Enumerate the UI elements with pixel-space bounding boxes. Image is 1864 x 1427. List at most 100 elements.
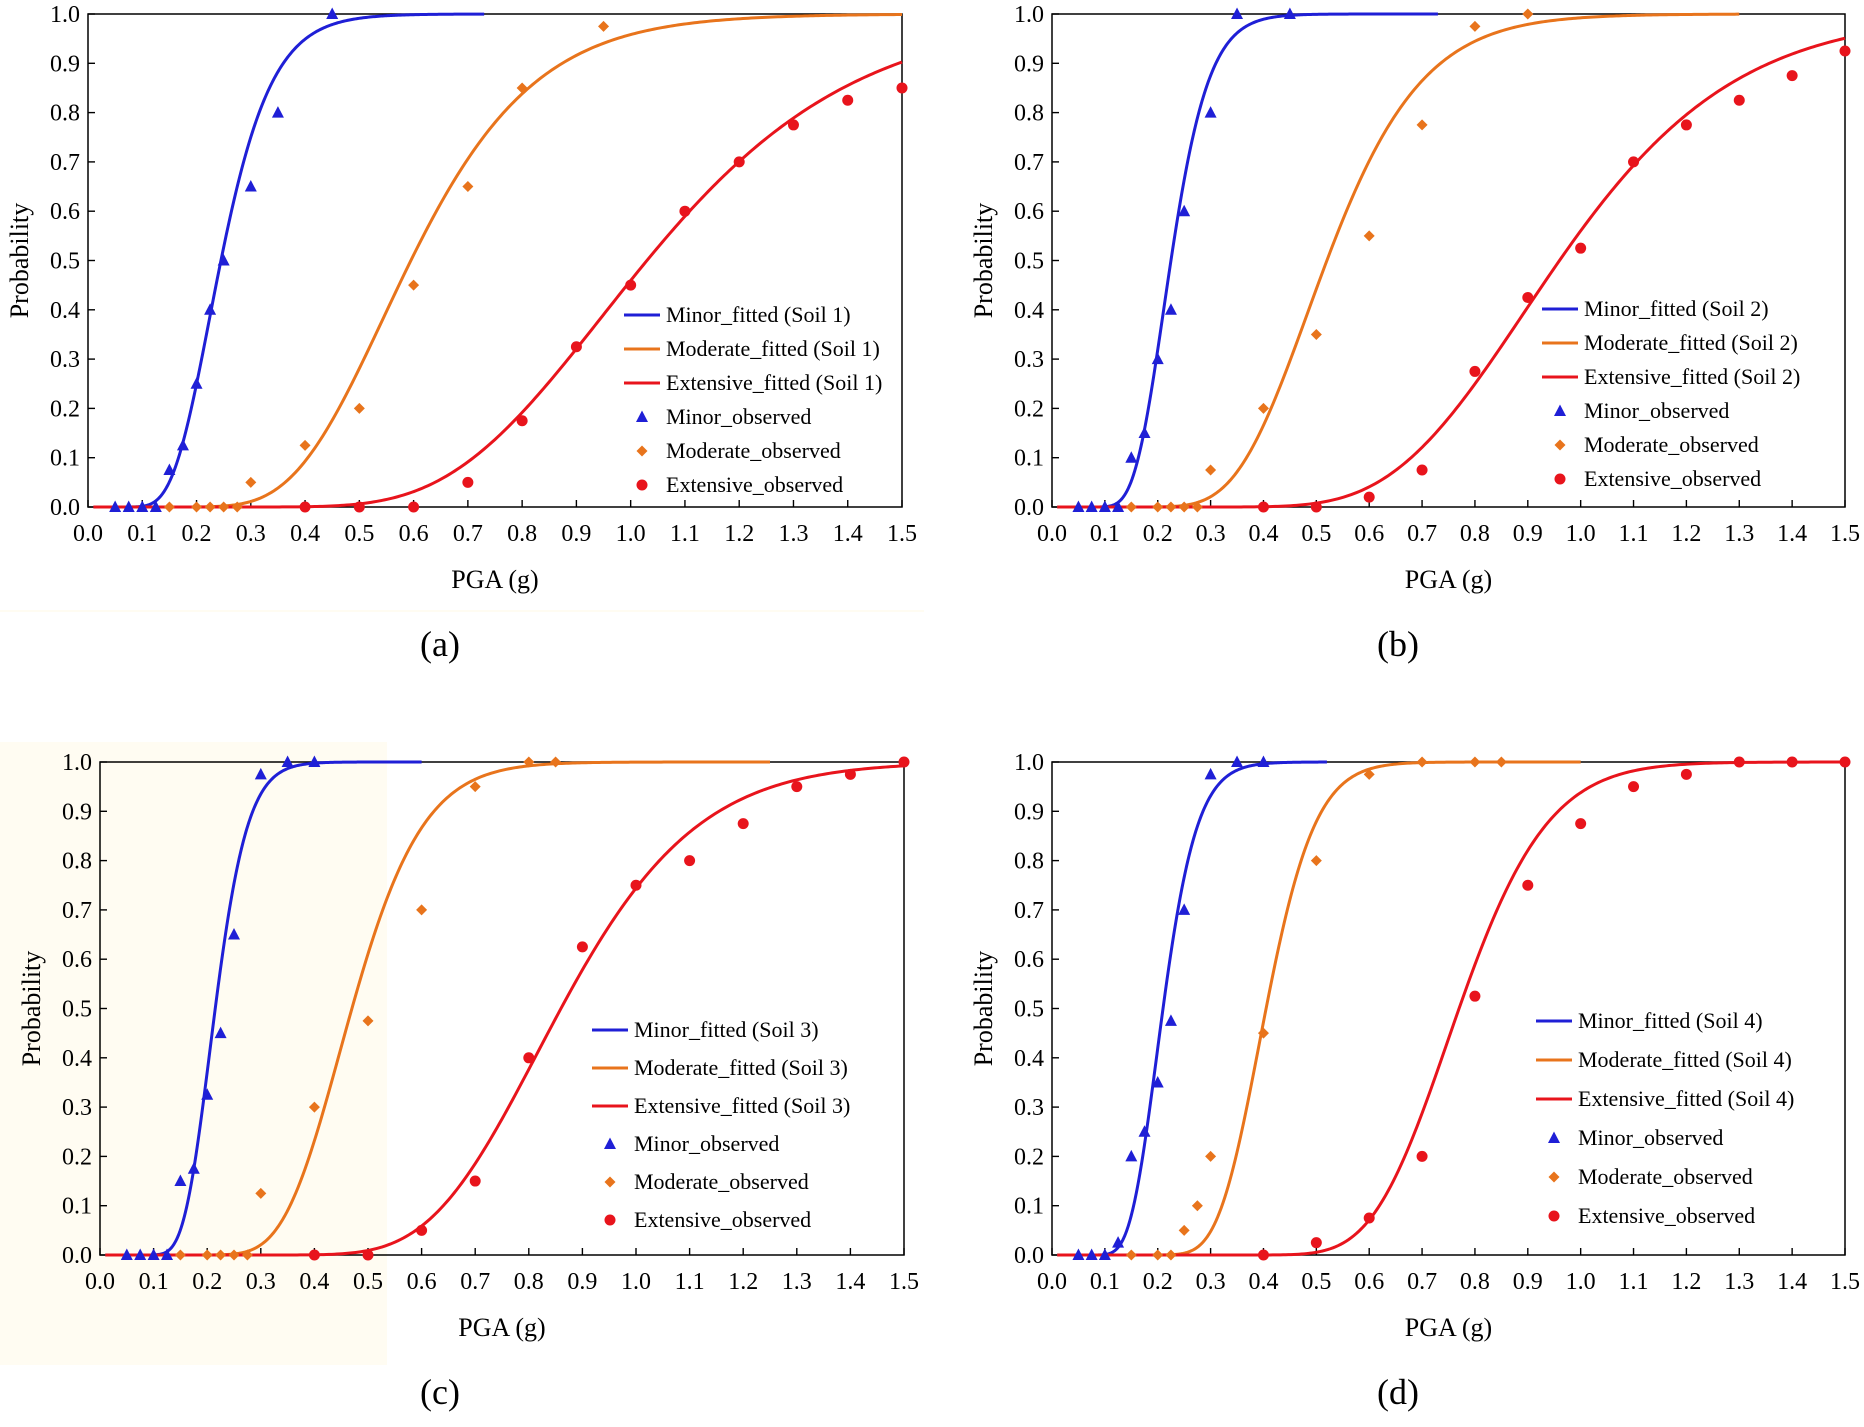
observed-point-moderate: [523, 756, 535, 768]
y-tick-label: 0.3: [62, 1095, 92, 1121]
x-axis-title: PGA (g): [1405, 1313, 1492, 1342]
y-tick-label: 0.6: [1014, 947, 1044, 973]
observed-point-extensive: [842, 94, 854, 106]
observed-point-extensive: [1680, 768, 1692, 780]
y-axis-title: Probability: [5, 203, 34, 319]
legend-swatch-marker: [1548, 1131, 1560, 1143]
observed-point-moderate: [245, 476, 257, 488]
observed-point-minor: [1231, 755, 1244, 767]
observed-point-moderate: [1495, 756, 1507, 768]
observed-point-extensive: [570, 341, 582, 353]
observed-point-minor: [1164, 1014, 1177, 1026]
observed-point-extensive: [1733, 756, 1745, 768]
observed-point-extensive: [1363, 491, 1375, 503]
legend-entry-label: Minor_observed: [1584, 398, 1729, 423]
x-tick-label: 0.9: [567, 1269, 597, 1295]
observed-point-minor: [149, 500, 162, 512]
x-tick-label: 0.7: [453, 521, 483, 547]
legend-entry-label: Minor_fitted (Soil 2): [1584, 296, 1769, 321]
fitted-curve-extensive: [1057, 760, 1845, 1257]
y-tick-label: 0.2: [62, 1144, 92, 1170]
observed-point-extensive: [1310, 501, 1322, 513]
x-tick-label: 1.3: [782, 1269, 812, 1295]
y-tick-label: 0.3: [1014, 1095, 1044, 1121]
x-tick-label: 0.0: [1037, 1269, 1067, 1295]
observed-point-extensive: [469, 1175, 481, 1187]
legend-entry-label: Minor_fitted (Soil 4): [1578, 1008, 1763, 1033]
observed-point-moderate: [218, 501, 230, 513]
observed-point-minor: [1085, 500, 1098, 512]
x-tick-label: 1.3: [1724, 521, 1754, 547]
observed-point-moderate: [416, 904, 428, 916]
observed-point-extensive: [787, 119, 799, 131]
x-tick-label: 1.1: [1619, 1269, 1649, 1295]
observed-point-moderate: [1178, 501, 1190, 513]
y-tick-label: 0.1: [1014, 446, 1044, 472]
observed-point-minor: [271, 106, 284, 118]
y-tick-label: 0.6: [1014, 199, 1044, 225]
x-tick-label: 0.1: [1090, 1269, 1120, 1295]
x-tick-label: 1.3: [778, 521, 808, 547]
x-tick-label: 0.4: [299, 1269, 329, 1295]
observed-point-minor: [1125, 1149, 1138, 1162]
observed-point-minor: [214, 1026, 227, 1039]
fitted-curve-moderate: [1057, 760, 1581, 1257]
observed-point-moderate: [1416, 119, 1428, 131]
legend-entry-label: Minor_observed: [666, 404, 811, 429]
legend-entry-label: Moderate_observed: [1578, 1164, 1753, 1189]
observed-point-minor: [1072, 500, 1085, 512]
y-tick-label: 0.8: [1014, 101, 1044, 127]
y-tick-label: 1.0: [50, 2, 80, 28]
observed-point-extensive: [844, 768, 856, 780]
x-axis-title: PGA (g): [458, 1313, 545, 1342]
observed-point-extensive: [898, 756, 910, 768]
fitted-curve-minor: [93, 12, 485, 509]
x-tick-label: 0.5: [1301, 1269, 1331, 1295]
legend-entry-label: Extensive_observed: [634, 1207, 811, 1232]
observed-point-moderate: [1152, 1249, 1164, 1261]
y-tick-label: 0.0: [1014, 495, 1044, 521]
x-tick-label: 0.3: [246, 1269, 276, 1295]
y-tick-label: 0.7: [1014, 150, 1044, 176]
x-tick-label: 0.6: [1354, 521, 1384, 547]
observed-point-minor: [161, 1248, 173, 1260]
panel-label-c: (c): [420, 1372, 460, 1412]
y-tick-label: 0.1: [1014, 1194, 1044, 1220]
observed-point-minor: [1164, 303, 1177, 315]
y-tick-label: 0.1: [50, 446, 80, 472]
legend-entry-label: Extensive_fitted (Soil 3): [634, 1093, 850, 1118]
x-tick-label: 0.7: [1407, 1269, 1437, 1295]
observed-point-moderate: [408, 279, 420, 291]
observed-point-minor: [1178, 204, 1191, 217]
observed-point-extensive: [1575, 818, 1587, 830]
x-tick-label: 1.5: [887, 521, 917, 547]
x-tick-label: 0.4: [1248, 521, 1278, 547]
observed-point-minor: [1138, 1125, 1151, 1137]
x-tick-label: 1.1: [1619, 521, 1649, 547]
observed-point-minor: [120, 1248, 133, 1260]
legend-entry-label: Minor_observed: [1578, 1125, 1723, 1150]
legend-entry-label: Extensive_observed: [1578, 1203, 1755, 1228]
y-tick-label: 0.5: [62, 997, 92, 1023]
observed-point-minor: [1151, 352, 1164, 365]
x-tick-label: 1.4: [835, 1269, 865, 1295]
y-tick-label: 0.4: [1014, 298, 1044, 324]
observed-point-extensive: [353, 501, 365, 513]
observed-point-minor: [174, 1174, 187, 1187]
observed-point-extensive: [625, 279, 637, 291]
observed-point-minor: [254, 767, 267, 780]
observed-point-minor: [1204, 106, 1217, 118]
observed-point-moderate: [353, 402, 365, 414]
observed-point-minor: [122, 500, 135, 512]
x-tick-label: 0.1: [139, 1269, 169, 1295]
y-tick-label: 0.8: [62, 849, 92, 875]
x-tick-label: 0.6: [407, 1269, 437, 1295]
legend-swatch-marker: [604, 1176, 616, 1188]
x-tick-label: 0.2: [192, 1269, 222, 1295]
observed-point-moderate: [231, 501, 243, 513]
x-tick-label: 0.1: [1090, 521, 1120, 547]
legend-swatch-marker: [604, 1137, 616, 1149]
observed-point-minor: [281, 755, 294, 767]
legend-entry-label: Minor_fitted (Soil 3): [634, 1017, 819, 1042]
y-tick-label: 0.5: [1014, 997, 1044, 1023]
